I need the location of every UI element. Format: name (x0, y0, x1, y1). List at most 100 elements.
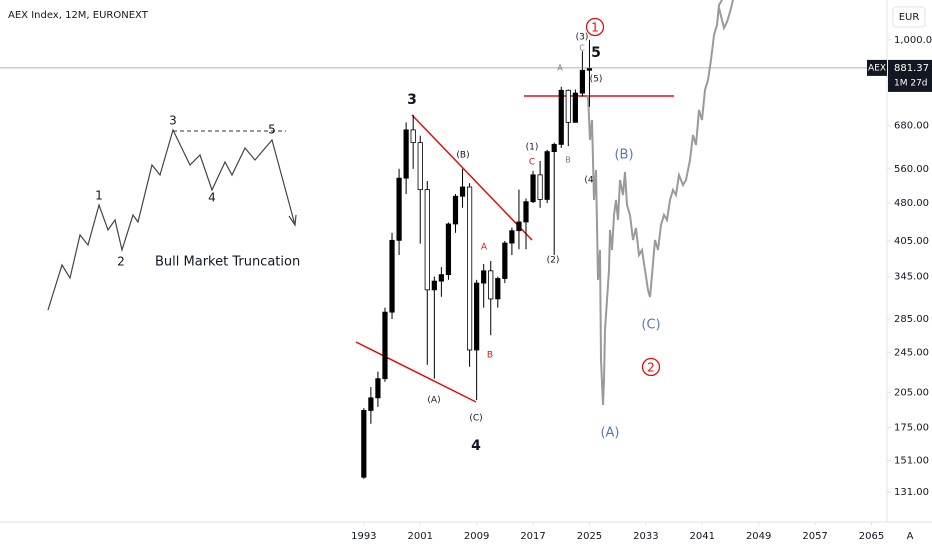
wave-label: (C) (641, 318, 660, 333)
countdown-label: 1M 27d (894, 78, 928, 88)
wave-label: (B) (456, 151, 469, 161)
trend-line (411, 114, 533, 241)
wave-label: (A) (427, 396, 440, 406)
x-tick-label: 2065 (859, 531, 884, 542)
candle-body (382, 311, 388, 380)
candle-body (459, 186, 466, 197)
sketch-wave: 1 (95, 189, 103, 203)
candle-body (572, 92, 578, 123)
y-tick-label: 205.00 (894, 387, 929, 398)
candle-body (544, 151, 550, 200)
y-tick-label: 131.00 (894, 487, 929, 498)
candle-body (579, 69, 586, 94)
wave-label: 2 (647, 361, 655, 375)
symbol-box (867, 59, 887, 76)
wave-label: A (481, 243, 488, 253)
wave-label: (5) (590, 75, 603, 85)
last-price-label: 881.37 (894, 63, 929, 74)
candle-body (488, 270, 494, 300)
candle-body (502, 242, 508, 279)
projection-path (718, 0, 734, 31)
sketch: 1 2 3 4 5 Bull Market Truncation (47, 114, 300, 311)
candle-body (481, 270, 487, 284)
candle-body (495, 278, 501, 300)
x-tick-label: 2033 (633, 531, 658, 542)
candle-body (361, 410, 367, 478)
x-tick-label: 2025 (577, 531, 602, 542)
candle-body (403, 129, 409, 179)
candle-body (509, 230, 515, 244)
wave-label: (4 (584, 176, 594, 186)
y-tick-label: 345.00 (894, 272, 929, 283)
y-tick-label: 175.00 (894, 423, 929, 434)
currency[interactable]: EUR (899, 12, 920, 23)
x-tick-label: 1993 (351, 531, 376, 542)
candles (361, 39, 593, 479)
y-tick-label: 680.00 (894, 121, 929, 132)
axes: 1993 2001 2009 2017 2025 2033 2041 2049 2057 2065… (0, 35, 932, 542)
sketch-wave: 5 (268, 123, 276, 137)
x-tick-label: 2009 (464, 531, 489, 542)
x-tick-label: 2017 (520, 531, 545, 542)
wave-label: (1) (526, 143, 539, 153)
x-tick-label: 2057 (802, 531, 827, 542)
wave-label: 4 (471, 438, 481, 454)
candle-body (368, 397, 374, 411)
wave-label: C (579, 44, 585, 53)
y-tick-label: 285.00 (894, 314, 929, 325)
candle-body (424, 189, 430, 291)
y-tick-label: 405.00 (894, 236, 929, 247)
candle-body (537, 174, 543, 200)
wave-label: 1 (591, 21, 599, 35)
y-tick-label: 560.00 (894, 164, 929, 175)
candle-body (417, 142, 423, 191)
candle-body (530, 174, 536, 203)
sketch-arrow (288, 214, 297, 227)
candle-body (523, 201, 529, 223)
x-tick-label: 2001 (408, 531, 433, 542)
candle-body (438, 274, 444, 282)
wave-label: 3 (407, 92, 417, 108)
wave-label: (2) (547, 256, 560, 266)
projection-path (587, 0, 723, 406)
candle-body (516, 221, 522, 232)
candle-body (445, 223, 452, 276)
wave-label: B (487, 351, 493, 361)
y-tick-label: 245.00 (894, 348, 929, 359)
candle-body (551, 143, 557, 153)
sketch-wave: 4 (208, 191, 216, 205)
candle-body (558, 89, 564, 145)
candle-body (565, 89, 571, 123)
wave-label: (B) (614, 148, 633, 163)
wave-label: 5 (591, 45, 601, 61)
candle-body (474, 282, 480, 351)
trend-line (355, 341, 477, 403)
y-tick-label: 1,000.00 (894, 35, 932, 46)
x-tick-label: 2041 (690, 531, 715, 542)
y-tick-label: 480.00 (894, 198, 929, 209)
candle-body (396, 177, 402, 241)
candle-body (410, 129, 416, 144)
candle-body (431, 280, 437, 291)
sketch-title: Bull Market Truncation (155, 255, 300, 270)
candle-body (389, 239, 395, 313)
sketch-wave: 2 (117, 255, 125, 269)
wave-label: C (529, 158, 535, 168)
sketch-path (47, 128, 296, 311)
y-tick-label: 151.00 (894, 455, 929, 466)
symbol-label: AEX (868, 63, 886, 73)
currency-button[interactable] (892, 6, 926, 28)
candle-body (452, 195, 459, 225)
x-tick-label: 2049 (746, 531, 771, 542)
autoscale-button[interactable]: A (907, 531, 914, 542)
wave-label: (3) (576, 33, 589, 43)
wave-label: (A) (600, 426, 619, 441)
wave-label: B (565, 156, 571, 165)
wave-circle (641, 357, 661, 377)
wave-circle (585, 17, 605, 37)
candle-body (375, 378, 381, 399)
wave-label: (C) (469, 414, 482, 424)
sketch-wave: 3 (169, 114, 177, 128)
chart-title: AEX Index, 12M, EURONEXT (8, 10, 149, 21)
